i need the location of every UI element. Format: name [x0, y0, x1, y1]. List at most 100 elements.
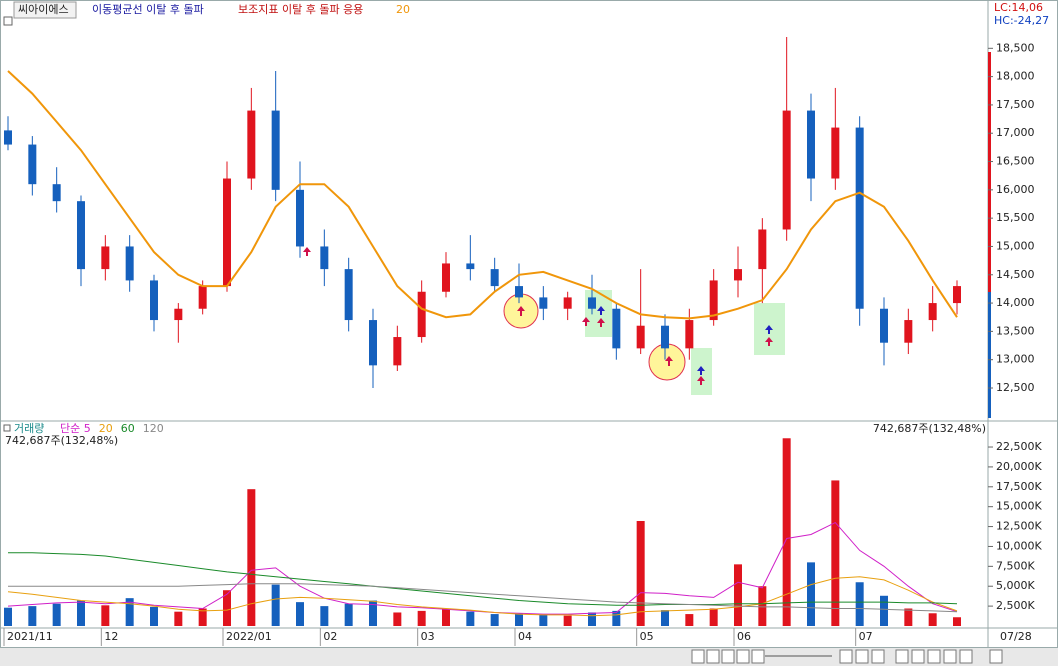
volume-bar	[466, 611, 475, 626]
volume-bar	[442, 609, 450, 626]
candle-body	[393, 337, 402, 366]
candle-body	[417, 291, 426, 338]
volume-bar	[515, 613, 523, 626]
volume-bar	[563, 615, 572, 626]
legend-entry: 120	[143, 422, 164, 435]
y-tick-label: 17,500K	[996, 480, 1042, 493]
candle-body	[490, 269, 499, 287]
x-tick-label: 06	[737, 630, 751, 643]
candle-body	[223, 178, 231, 287]
volume-bar	[393, 612, 402, 626]
volume-bar	[855, 582, 864, 626]
volume-bar	[150, 606, 158, 626]
candle-body	[466, 263, 475, 270]
ma-legend: 20	[396, 3, 410, 16]
candle-body	[928, 303, 937, 321]
volume-last: 742,687주(132,48%)	[5, 434, 118, 447]
volume-bar	[490, 614, 499, 626]
hc-label: HC:-24,27	[994, 14, 1049, 27]
y-tick-label: 12,500	[996, 381, 1035, 394]
y-tick-label: 14,000	[996, 296, 1035, 309]
volume-bar	[661, 610, 669, 626]
candle-body	[563, 297, 572, 309]
ma-line	[8, 583, 958, 613]
x-tick-label: 12	[104, 630, 118, 643]
cursor-date: 07/28	[1000, 630, 1032, 643]
y-tick-label: 13,000	[996, 353, 1035, 366]
volume-bar	[782, 438, 791, 626]
volume-bar	[198, 608, 207, 626]
volume-bar	[709, 608, 718, 626]
ma-line	[8, 552, 958, 606]
lc-label: LC:14,06	[994, 1, 1043, 14]
y-tick-label: 17,000	[996, 126, 1035, 139]
y-tick-label: 12,500K	[996, 520, 1042, 533]
volume-bar	[831, 480, 840, 626]
legend-entry: 60	[121, 422, 135, 435]
icon	[3, 16, 13, 26]
candle-body	[539, 297, 548, 309]
volume-bar	[636, 521, 645, 626]
volume-bar	[685, 614, 694, 626]
candle-body	[612, 308, 621, 349]
x-tick-label: 03	[421, 630, 435, 643]
x-tick-label: 04	[518, 630, 532, 643]
y-tick-label: 14,500	[996, 268, 1035, 281]
candle-body	[320, 246, 329, 270]
candle-body	[685, 320, 694, 349]
volume-title: 거래량	[14, 422, 44, 435]
candle-body	[296, 189, 304, 247]
toolbar-buttons[interactable]	[691, 649, 1003, 664]
x-tick-label: 07	[859, 630, 873, 643]
y-tick-label: 2,500K	[996, 599, 1035, 612]
volume-bar	[4, 607, 12, 626]
candle-body	[101, 246, 110, 270]
y-tick-label: 20,000K	[996, 460, 1042, 473]
y-tick-label: 13,500	[996, 324, 1035, 337]
volume-bar	[588, 612, 596, 626]
volume-bar	[904, 608, 913, 626]
y-tick-label: 16,000	[996, 183, 1035, 196]
candle-body	[807, 110, 815, 179]
candle-body	[661, 325, 669, 349]
symbol-box[interactable]	[13, 1, 77, 19]
candle-body	[636, 325, 645, 349]
x-tick-label: 2021/11	[7, 630, 53, 643]
volume-bar	[953, 617, 961, 626]
y-tick-label: 10,000K	[996, 539, 1042, 552]
volume-bar	[734, 564, 742, 626]
volume-bar	[880, 595, 888, 626]
volume-bar	[417, 610, 426, 626]
y-tick-label: 7,500K	[996, 559, 1035, 572]
signal-box	[585, 290, 612, 337]
volume-bar	[612, 610, 621, 626]
y-tick-label: 18,500	[996, 41, 1035, 54]
indicator-2: 보조지표 이탈 후 돌파 응용	[238, 3, 363, 16]
candle-body	[174, 308, 183, 321]
volume-bar	[223, 590, 231, 626]
volume-bar	[174, 611, 183, 626]
candle-body	[588, 297, 596, 309]
price-range-bar	[988, 52, 991, 292]
volume-bar	[807, 562, 815, 626]
candle-body	[28, 144, 37, 185]
legend-entry: 단순 5	[60, 422, 91, 435]
volume-bar	[928, 613, 937, 626]
candle-body	[344, 269, 353, 321]
candle-body	[782, 110, 791, 230]
volume-bar	[320, 606, 329, 626]
volume-bar	[77, 600, 85, 626]
candle-body	[709, 280, 718, 321]
toolbar	[0, 648, 1058, 666]
ma-line	[7, 70, 958, 320]
y-tick-label: 22,500K	[996, 440, 1042, 453]
candle-body	[125, 246, 134, 281]
volume-bar	[101, 605, 110, 626]
candle-body	[271, 110, 280, 190]
signal-arrows	[303, 247, 773, 385]
ma-line	[7, 576, 958, 617]
price-range-bar	[988, 292, 991, 418]
candle-body	[904, 320, 913, 343]
